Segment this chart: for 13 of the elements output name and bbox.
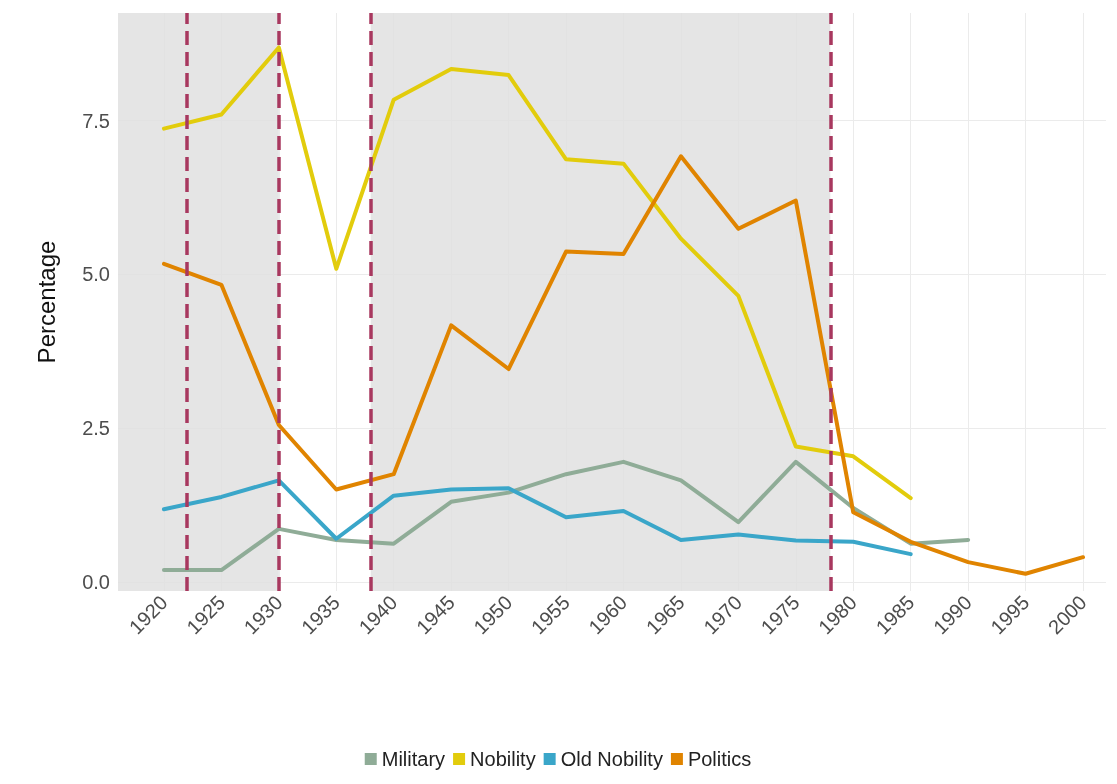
legend-label: Military (381, 748, 446, 770)
legend-label: Politics (687, 748, 752, 770)
legend-label: Nobility (470, 748, 536, 770)
y-tick-label: 7.5 (82, 109, 110, 132)
y-tick-label: 5.0 (82, 263, 110, 286)
line-series (161, 45, 913, 501)
y-axis-title: Percentage (32, 240, 60, 364)
y-tick-label: 2.5 (82, 417, 110, 440)
legend-label: Old Nobility (560, 748, 663, 770)
line-series (161, 478, 913, 557)
line-series (161, 459, 971, 573)
y-tick-label: 0.0 (82, 570, 110, 593)
line-series (161, 154, 1086, 576)
